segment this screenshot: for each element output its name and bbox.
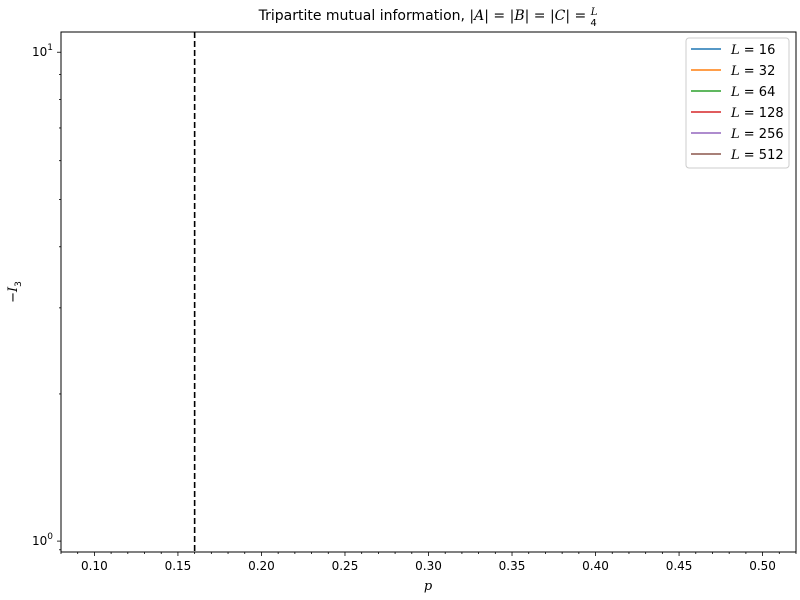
legend-label: L = 128 xyxy=(730,106,784,121)
y-tick-label: 100 xyxy=(32,532,53,548)
legend-label: L = 32 xyxy=(730,64,775,79)
x-axis-label: p xyxy=(424,579,433,594)
legend-label: L = 16 xyxy=(730,43,775,58)
x-tick-label: 0.30 xyxy=(415,559,442,573)
y-tick-label: 101 xyxy=(32,43,53,59)
chart-title: Tripartite mutual information, |A| = |B|… xyxy=(258,7,598,29)
legend-entries: L = 16 L = 32 L = 64 L = 128 L = 256 L = 512 xyxy=(691,43,784,163)
legend: L = 16 L = 32 L = 64 L = 128 L = 256 L = 512 xyxy=(685,37,790,169)
x-tick-label: 0.25 xyxy=(332,559,359,573)
x-tick-label: 0.45 xyxy=(666,559,693,573)
legend-label: L = 64 xyxy=(730,85,775,100)
x-axis-ticks: 0.10 0.15 0.20 0.25 0.30 0.35 0.40 0.45 0.50 xyxy=(60,552,797,573)
x-tick-label: 0.35 xyxy=(499,559,526,573)
x-tick-label: 0.40 xyxy=(582,559,609,573)
x-tick-label: 0.50 xyxy=(749,559,776,573)
y-axis-ticks: 100 101 xyxy=(32,43,61,551)
legend-label: L = 512 xyxy=(730,148,784,163)
legend-label: L = 256 xyxy=(730,127,784,142)
x-tick-label: 0.15 xyxy=(165,559,192,573)
x-tick-label: 0.10 xyxy=(81,559,108,573)
x-tick-label: 0.20 xyxy=(248,559,275,573)
y-axis-label: −I3 xyxy=(6,281,24,303)
